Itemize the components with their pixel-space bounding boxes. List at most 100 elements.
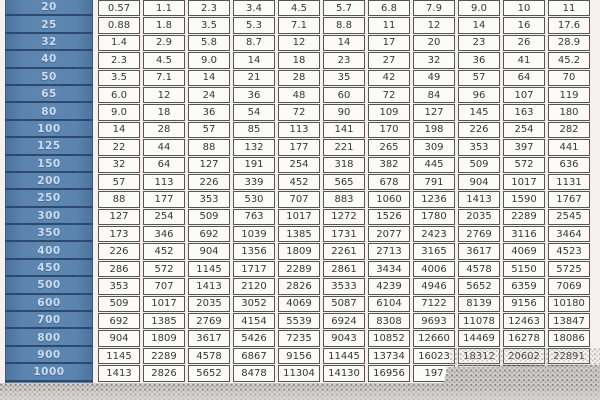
dn-row-header: 25 <box>5 17 93 34</box>
flow-value-cell: 49 <box>413 69 455 86</box>
flow-value-cell: 23 <box>458 34 500 52</box>
table-row: 150 32 64 127 191 254 318 382 445 509 572 636 <box>5 156 593 173</box>
flow-value-cell: 441 <box>548 139 590 156</box>
flow-value-cell: 10180 <box>548 295 590 313</box>
flow-value-cell: 14 <box>98 121 140 139</box>
dn-row-header: 300 <box>5 209 93 226</box>
flow-value-cell: 48 <box>278 86 320 104</box>
flow-value-cell: 3052 <box>233 295 275 313</box>
flow-value-cell: 353 <box>458 139 500 156</box>
flow-value-cell: 1413 <box>98 365 140 382</box>
dn-row-header: 900 <box>5 348 93 365</box>
flow-value-cell: 16278 <box>503 330 545 347</box>
flow-value-cell: 1731 <box>323 226 365 243</box>
flow-value-cell: 145 <box>458 104 500 121</box>
flow-value-cell: 707 <box>143 278 185 295</box>
table-row: 50 3.5 7.1 14 21 28 35 42 49 57 64 70 <box>5 69 593 86</box>
flow-value-cell: 180 <box>548 104 590 121</box>
flow-value-cell: 1039 <box>233 226 275 243</box>
flow-value-cell: 636 <box>548 156 590 173</box>
flow-value-cell: 119 <box>548 86 590 104</box>
flow-value-cell: 346 <box>143 226 185 243</box>
flow-value-cell: 13734 <box>368 347 410 365</box>
flow-value-cell: 1385 <box>278 226 320 243</box>
flow-value-cell: 36 <box>188 104 230 121</box>
flow-value-cell: 173 <box>98 226 140 243</box>
flow-value-cell: 177 <box>143 191 185 208</box>
flow-value-cell: 883 <box>323 191 365 208</box>
flow-value-cell: 3617 <box>188 330 230 347</box>
flow-value-cell: 2545 <box>548 208 590 226</box>
flow-value-cell: 32 <box>98 156 140 173</box>
flow-value-cell: 339 <box>233 173 275 191</box>
flow-value-cell: 12 <box>278 34 320 52</box>
dn-row-header: 150 <box>5 157 93 173</box>
table-row: 65 6.0 12 24 36 48 60 72 84 96 107 119 <box>5 86 593 104</box>
flow-value-cell: 64 <box>503 69 545 86</box>
flow-value-cell: 6.8 <box>368 0 410 17</box>
flow-value-cell: 44 <box>143 139 185 156</box>
dn-row-header: 600 <box>5 296 93 313</box>
flow-value-cell: 791 <box>413 173 455 191</box>
flow-value-cell: 64 <box>143 156 185 173</box>
flow-value-cell: 707 <box>278 191 320 208</box>
flow-value-cell: 16956 <box>368 365 410 382</box>
flow-value-cell: 14469 <box>458 330 500 347</box>
flow-value-cell: 16 <box>503 17 545 34</box>
flow-value-cell: 2423 <box>413 226 455 243</box>
flow-value-cell: 509 <box>98 295 140 313</box>
flow-value-cell: 565 <box>323 173 365 191</box>
table-row: 100 14 28 57 85 113 141 170 198 226 254 282 <box>5 121 593 139</box>
flow-value-cell: 1809 <box>278 243 320 260</box>
flow-value-cell: 1809 <box>143 330 185 347</box>
flow-value-cell: 572 <box>503 156 545 173</box>
flow-value-cell: 1767 <box>548 191 590 208</box>
flow-value-cell: 72 <box>368 86 410 104</box>
flow-value-cell: 3434 <box>368 260 410 278</box>
flow-value-cell: 2826 <box>278 278 320 295</box>
flow-value-cell: 5652 <box>188 365 230 382</box>
flow-value-cell: 1356 <box>233 243 275 260</box>
flow-value-cell: 6.0 <box>98 86 140 104</box>
dn-row-header: 700 <box>5 313 93 330</box>
table-row: 800 904 1809 3617 5426 7235 9043 10852 12660 1446… <box>5 330 593 347</box>
flow-value-cell: 132 <box>233 139 275 156</box>
flow-value-cell: 14 <box>188 69 230 86</box>
flow-value-cell: 1590 <box>503 191 545 208</box>
flow-value-cell: 42 <box>368 69 410 86</box>
flow-value-cell: 24 <box>188 86 230 104</box>
flow-value-cell: 17 <box>368 34 410 52</box>
table-row: 125 22 44 88 132 177 221 265 309 353 397 441 <box>5 139 593 156</box>
flow-value-cell: 3165 <box>413 243 455 260</box>
flow-value-cell: 11445 <box>323 347 365 365</box>
flow-value-cell: 282 <box>548 121 590 139</box>
flow-value-cell: 226 <box>188 173 230 191</box>
flow-value-cell: 57 <box>188 121 230 139</box>
flow-value-cell: 163 <box>503 104 545 121</box>
flow-value-cell: 14 <box>458 17 500 34</box>
dn-row-header: 350 <box>5 226 93 243</box>
flow-value-cell: 226 <box>98 243 140 260</box>
flow-value-cell: 5087 <box>323 295 365 313</box>
flow-value-cell: 6359 <box>503 278 545 295</box>
flow-value-cell: 0.57 <box>98 0 140 17</box>
flow-value-cell: 2289 <box>503 208 545 226</box>
flow-value-cell: 6104 <box>368 295 410 313</box>
flow-value-cell: 10 <box>503 0 545 17</box>
flow-value-cell: 692 <box>98 313 140 330</box>
table-row: 250 88 177 353 530 707 883 1060 1236 1413 1590 1767 <box>5 191 593 208</box>
flow-value-cell: 265 <box>368 139 410 156</box>
flow-value-cell: 8.7 <box>233 34 275 52</box>
flow-value-cell: 0.88 <box>98 17 140 34</box>
flow-value-cell: 7235 <box>278 330 320 347</box>
flow-value-cell: 1060 <box>368 191 410 208</box>
dn-row-header: 100 <box>5 122 93 139</box>
flow-value-cell: 7.1 <box>278 17 320 34</box>
flow-value-cell: 7069 <box>548 278 590 295</box>
table-row: 450 286 572 1145 1717 2289 2861 3434 4006 4578 515… <box>5 260 593 278</box>
flow-value-cell: 5652 <box>458 278 500 295</box>
flow-value-cell: 18086 <box>548 330 590 347</box>
flow-value-cell: 9693 <box>413 313 455 330</box>
flow-value-cell: 4578 <box>458 260 500 278</box>
dn-row-header: 500 <box>5 278 93 295</box>
